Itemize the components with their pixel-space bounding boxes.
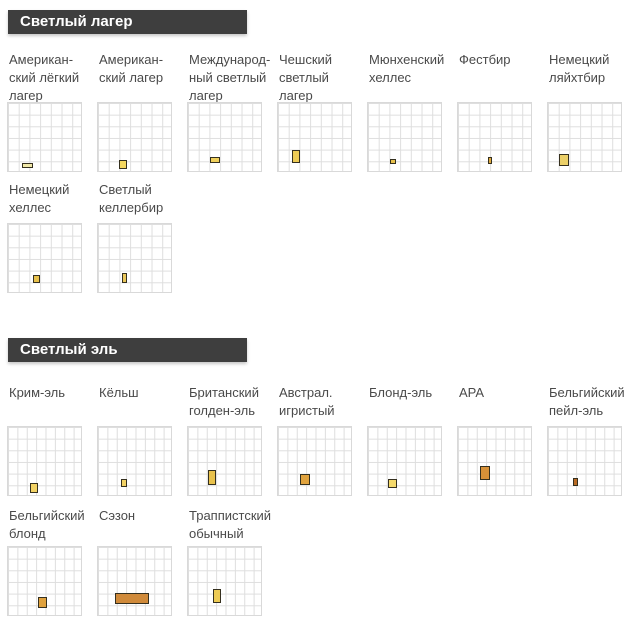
plot-grid — [457, 102, 532, 172]
plot-grid — [7, 102, 82, 172]
plot-grid — [457, 426, 532, 496]
plot-grid — [97, 426, 172, 496]
chart-title: Блонд-эль — [369, 385, 433, 400]
chart-title: Бельгийский блонд — [9, 508, 85, 541]
range-marker[interactable] — [480, 466, 490, 480]
plot-grid — [547, 102, 622, 172]
plot-grid — [7, 426, 82, 496]
range-marker[interactable] — [388, 479, 397, 488]
chart-title: Британский голден-эль — [189, 385, 259, 418]
plot-grid — [187, 426, 262, 496]
range-marker[interactable] — [390, 159, 396, 164]
range-marker[interactable] — [122, 273, 127, 283]
chart-title: Чешский светлый лагер — [279, 52, 333, 103]
plot-grid — [7, 223, 82, 293]
chart-title: Сэзон — [99, 508, 136, 523]
range-marker[interactable] — [33, 275, 40, 283]
chart-title: Немецкий ляйхтбир — [549, 52, 610, 85]
plot-grid — [547, 426, 622, 496]
chart-title: Кёльш — [99, 385, 139, 400]
range-marker[interactable] — [210, 157, 220, 163]
plot-grid — [97, 546, 172, 616]
section-header-pale-lager: Светлый лагер — [8, 10, 247, 34]
range-marker[interactable] — [115, 593, 149, 604]
chart-title: Траппистский обычный — [189, 508, 272, 541]
range-marker[interactable] — [573, 478, 578, 486]
chart-title: Немецкий хеллес — [9, 182, 70, 215]
plot-grid — [367, 102, 442, 172]
plot-grid — [277, 426, 352, 496]
plot-grid — [7, 546, 82, 616]
range-marker[interactable] — [292, 150, 300, 163]
plot-grid — [187, 546, 262, 616]
section-header-pale-ale: Светлый эль — [8, 338, 247, 362]
chart-title: Светлый келлербир — [99, 182, 164, 215]
range-marker[interactable] — [22, 163, 33, 168]
chart-title: Австрал. игристый — [279, 385, 335, 418]
range-marker[interactable] — [121, 479, 127, 487]
range-marker[interactable] — [559, 154, 569, 166]
plot-grid — [277, 102, 352, 172]
chart-title: Американ-ский лагер — [99, 52, 164, 85]
chart-title: Крим-эль — [9, 385, 66, 400]
chart-title: Фестбир — [459, 52, 511, 67]
chart-title: Американ-ский лёгкий лагер — [9, 52, 80, 103]
chart-title: Бельгийский пейл-эль — [549, 385, 625, 418]
range-marker[interactable] — [213, 589, 221, 603]
range-marker[interactable] — [38, 597, 47, 608]
plot-grid — [97, 223, 172, 293]
range-marker[interactable] — [300, 474, 310, 485]
chart-title: Мюнхенский хеллес — [369, 52, 445, 85]
plot-grid — [367, 426, 442, 496]
range-marker[interactable] — [30, 483, 38, 493]
range-marker[interactable] — [119, 160, 127, 169]
plot-grid — [187, 102, 262, 172]
chart-title: APA — [459, 385, 485, 400]
range-marker[interactable] — [208, 470, 216, 485]
chart-title: Международ-ный светлый лагер — [189, 52, 271, 103]
plot-grid — [97, 102, 172, 172]
range-marker[interactable] — [488, 157, 492, 164]
